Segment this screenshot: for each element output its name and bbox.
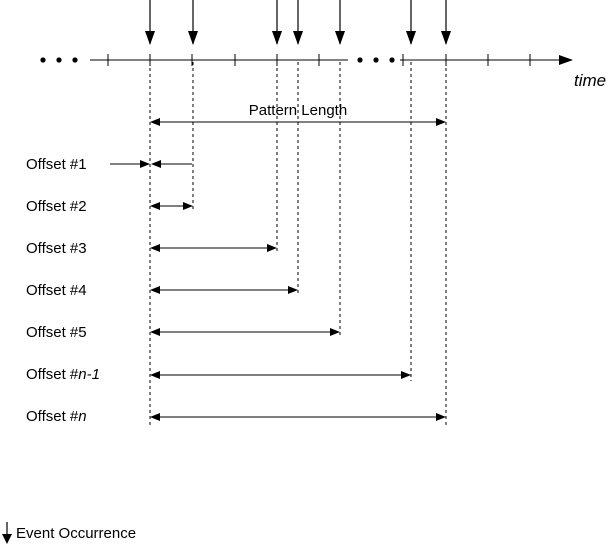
legend: Event Occurrence bbox=[2, 522, 136, 544]
ellipsis-left bbox=[40, 57, 78, 63]
event-arrows bbox=[145, 0, 451, 45]
offset-label: Offset #2 bbox=[26, 198, 87, 215]
offset-arrows bbox=[110, 160, 446, 421]
offset-label: Offset #n-1 bbox=[26, 366, 100, 383]
time-axis: time bbox=[90, 54, 606, 90]
time-axis-label: time bbox=[574, 71, 606, 90]
pattern-length-label: Pattern Length bbox=[249, 102, 347, 119]
offset-label: Offset #5 bbox=[26, 324, 87, 341]
offset-label: Offset #3 bbox=[26, 240, 87, 257]
dashed-guides bbox=[149, 62, 447, 425]
offset-labels: Offset #1 Offset #2 Offset #3 Offset #4 … bbox=[26, 156, 100, 425]
offset-label: Offset #n bbox=[26, 408, 87, 425]
down-arrow-icon bbox=[2, 522, 12, 544]
pattern-length-dimension: Pattern Length bbox=[150, 102, 446, 126]
legend-label: Event Occurrence bbox=[16, 524, 137, 542]
ellipsis-middle bbox=[357, 57, 395, 63]
offset-label: Offset #1 bbox=[26, 156, 87, 173]
offset-label: Offset #4 bbox=[26, 282, 87, 299]
